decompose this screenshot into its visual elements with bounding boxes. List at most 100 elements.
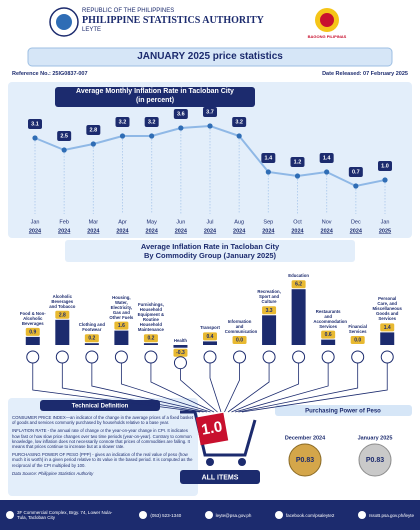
x-tick-label: Feb — [59, 219, 68, 225]
agency: PHILIPPINE STATISTICS AUTHORITY — [82, 15, 264, 26]
cart-box — [195, 412, 229, 446]
all-items-value: 1.0 — [200, 418, 223, 438]
category-label: Education — [288, 273, 309, 279]
definition: PURCHASING POWER OF PESO (PPP) - gives a… — [12, 452, 193, 468]
value-label: 2.5 — [60, 133, 68, 139]
bar — [203, 341, 217, 345]
x-tick-year: 2024 — [321, 228, 334, 234]
source: Data Source: Philippine Statistics Autho… — [12, 470, 94, 476]
connector — [224, 363, 240, 413]
value-label-box — [348, 167, 363, 177]
value-label: 2.8 — [59, 312, 66, 318]
x-tick-label: Jul — [206, 219, 213, 225]
icon — [173, 356, 187, 370]
ppp-value: P0.83 — [296, 457, 314, 464]
footer-item: facebook.com/psaleyte2 — [274, 505, 334, 525]
bar — [173, 345, 188, 348]
value-label: 0.6 — [325, 332, 332, 338]
bar — [114, 330, 129, 345]
value-label: 0.9 — [29, 329, 36, 335]
definition: CONSUMER PRICE INDEX—an indicator of the… — [12, 415, 194, 426]
value-label: 1.2 — [294, 159, 302, 165]
value-label-box — [378, 161, 392, 171]
x-tick-year: 2024 — [146, 228, 159, 234]
value-label: -0.3 — [176, 350, 185, 356]
connector — [238, 363, 359, 413]
bar-title: Average Inflation Rate in Tacloban City — [140, 242, 280, 251]
footer-text: 3F Commercial Complex, Brgy. 74, Lower N… — [17, 510, 113, 520]
value-label-box — [203, 107, 217, 117]
icon — [233, 350, 247, 364]
value-label: 0.2 — [88, 336, 95, 342]
connector — [227, 363, 270, 413]
line-subtitle: (in percent) — [135, 97, 175, 104]
province: LEYTE — [82, 27, 102, 33]
value-label: 3.7 — [206, 109, 214, 115]
connector — [231, 363, 300, 413]
point — [61, 147, 67, 153]
line-title-bar — [55, 87, 255, 107]
value-label: 3.1 — [31, 121, 39, 127]
coin — [358, 443, 392, 477]
x-tick-year: 2024 — [87, 228, 100, 234]
line-title: Average Monthly Inflation Rate in Taclob… — [76, 88, 234, 95]
icon — [144, 350, 158, 364]
icon — [321, 350, 335, 364]
bar-subtitle: By Commodity Group (January 2025) — [143, 251, 277, 260]
icon — [262, 350, 276, 364]
footer-item: (053) 523-1340 — [139, 505, 181, 525]
bar — [55, 319, 70, 345]
value-label-box — [291, 280, 306, 289]
value-label-box — [350, 336, 365, 344]
reference: Reference No.: 25IG0837-007 — [12, 71, 88, 77]
value-label: 1.4 — [323, 155, 332, 161]
icon — [85, 350, 99, 364]
x-tick-year: 2024 — [291, 228, 304, 234]
cart-wheel — [206, 458, 214, 466]
x-tick-label: Nov — [322, 219, 332, 225]
point — [265, 169, 271, 175]
icon — [380, 350, 394, 364]
category-label: Information and Communication — [224, 319, 258, 334]
point — [353, 183, 359, 189]
x-tick-year: 2025 — [379, 228, 391, 234]
x-tick-year: 2024 — [175, 228, 188, 234]
value-label-box — [232, 117, 247, 127]
connector — [61, 363, 204, 413]
connector — [32, 363, 201, 413]
point — [236, 133, 242, 139]
value-label: 0.0 — [236, 338, 243, 344]
footer-text: rssoB.psa.gov.ph/leyte — [368, 512, 414, 518]
cart-frame — [180, 410, 257, 457]
x-tick-label: Mar — [89, 219, 99, 225]
x-tick-year: 2024 — [350, 228, 363, 234]
value-label-box — [25, 327, 40, 336]
category-label: Alcoholic Beverages and Tobacco — [49, 293, 76, 309]
value-label: 3.6 — [177, 111, 185, 117]
date-released: Date Released: 07 February 2025 — [322, 71, 408, 77]
value-label-box — [114, 321, 129, 330]
ppp-period: December 2024 — [285, 435, 326, 441]
value-label: 2.8 — [90, 127, 98, 133]
footer-text: (053) 523-1340 — [150, 512, 182, 518]
value-label: 1.0 — [381, 163, 389, 169]
footer-text: leyte@psa.gov.ph — [215, 512, 252, 518]
x-tick-label: May — [146, 219, 157, 225]
definition-panel — [8, 398, 198, 496]
bar — [291, 289, 306, 345]
footer-item: rssoB.psa.gov.ph/leyte — [357, 505, 414, 525]
value-label: 0.7 — [352, 169, 360, 175]
psa-logo-inner — [56, 14, 72, 30]
value-label-box — [86, 125, 101, 135]
category-label: Furnishings, Household Equipment & Routi… — [137, 302, 165, 333]
value-label-box — [115, 117, 130, 127]
icon — [55, 350, 69, 364]
x-tick-year: 2024 — [262, 228, 275, 234]
ppp-period: January 2025 — [358, 435, 393, 441]
x-tick-label: Aug — [234, 219, 244, 225]
connector — [180, 368, 218, 413]
category-label: Clothing and Footwear — [78, 322, 105, 333]
all-items-bar — [180, 470, 260, 484]
footer: 3F Commercial Complex, Brgy. 74, Lower N… — [6, 505, 414, 525]
